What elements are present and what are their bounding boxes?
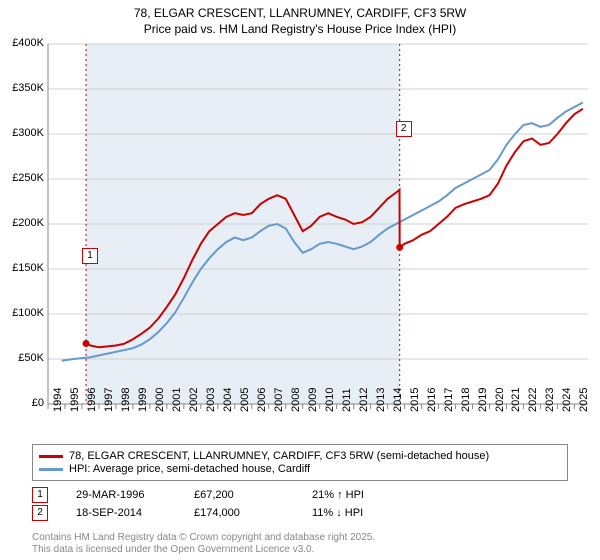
y-axis-label: £200K <box>2 217 44 229</box>
x-axis-label: 2013 <box>375 388 387 412</box>
chart-svg <box>48 44 588 404</box>
x-axis-label: 2003 <box>205 388 217 412</box>
x-axis-label: 2021 <box>510 388 522 412</box>
x-axis-label: 2005 <box>239 388 251 412</box>
x-axis-label: 2020 <box>494 388 506 412</box>
sales-diff: 11% ↓ HPI <box>312 507 402 519</box>
x-axis-label: 2023 <box>544 388 556 412</box>
legend-box: 78, ELGAR CRESCENT, LLANRUMNEY, CARDIFF,… <box>32 444 568 481</box>
legend-label-property: 78, ELGAR CRESCENT, LLANRUMNEY, CARDIFF,… <box>69 450 489 462</box>
chart-marker: 1 <box>82 248 98 264</box>
x-axis-label: 2024 <box>561 388 573 412</box>
sales-date: 29-MAR-1996 <box>76 489 166 501</box>
x-axis-label: 2025 <box>578 388 590 412</box>
sales-date: 18-SEP-2014 <box>76 507 166 519</box>
x-axis-label: 2006 <box>256 388 268 412</box>
x-axis-label: 1996 <box>86 388 98 412</box>
sales-diff: 21% ↑ HPI <box>312 489 402 501</box>
y-axis-label: £300K <box>2 127 44 139</box>
legend: 78, ELGAR CRESCENT, LLANRUMNEY, CARDIFF,… <box>32 444 568 523</box>
x-axis-label: 2018 <box>460 388 472 412</box>
sales-row: 2 18-SEP-2014 £174,000 11% ↓ HPI <box>32 505 568 521</box>
sales-price: £174,000 <box>194 507 284 519</box>
sales-row: 1 29-MAR-1996 £67,200 21% ↑ HPI <box>32 487 568 503</box>
x-axis-label: 2014 <box>392 388 404 412</box>
x-axis-label: 2002 <box>188 388 200 412</box>
footer-line-2: This data is licensed under the Open Gov… <box>32 544 375 556</box>
y-axis-label: £350K <box>2 82 44 94</box>
sales-price: £67,200 <box>194 489 284 501</box>
legend-row-hpi: HPI: Average price, semi-detached house,… <box>39 463 561 475</box>
legend-row-property: 78, ELGAR CRESCENT, LLANRUMNEY, CARDIFF,… <box>39 450 561 462</box>
x-axis-label: 1997 <box>103 388 115 412</box>
chart-area: £0£50K£100K£150K£200K£250K£300K£350K£400… <box>48 44 588 404</box>
sales-marker: 1 <box>32 487 48 503</box>
title-block: 78, ELGAR CRESCENT, LLANRUMNEY, CARDIFF,… <box>0 0 600 37</box>
y-axis-label: £50K <box>2 352 44 364</box>
legend-label-hpi: HPI: Average price, semi-detached house,… <box>69 463 310 475</box>
y-axis-label: £100K <box>2 307 44 319</box>
x-axis-label: 2007 <box>273 388 285 412</box>
x-axis-label: 2016 <box>426 388 438 412</box>
x-axis-label: 2009 <box>307 388 319 412</box>
legend-swatch-hpi <box>39 468 63 471</box>
x-axis-label: 1998 <box>120 388 132 412</box>
x-axis-label: 2015 <box>409 388 421 412</box>
title-line-1: 78, ELGAR CRESCENT, LLANRUMNEY, CARDIFF,… <box>0 6 600 22</box>
x-axis-label: 2017 <box>443 388 455 412</box>
x-axis-label: 1995 <box>69 388 81 412</box>
x-axis-label: 2012 <box>358 388 370 412</box>
y-axis-label: £250K <box>2 172 44 184</box>
sales-marker: 2 <box>32 505 48 521</box>
x-axis-label: 2019 <box>477 388 489 412</box>
x-axis-label: 2004 <box>222 388 234 412</box>
legend-swatch-property <box>39 455 63 458</box>
chart-marker: 2 <box>396 121 412 137</box>
title-line-2: Price paid vs. HM Land Registry's House … <box>0 22 600 38</box>
chart-container: 78, ELGAR CRESCENT, LLANRUMNEY, CARDIFF,… <box>0 0 600 560</box>
x-axis-label: 2008 <box>290 388 302 412</box>
x-axis-label: 2011 <box>341 388 353 412</box>
x-axis-label: 2010 <box>324 388 336 412</box>
sales-table: 1 29-MAR-1996 £67,200 21% ↑ HPI 2 18-SEP-2014… <box>32 487 568 521</box>
x-axis-label: 2001 <box>171 388 183 412</box>
x-axis-label: 2022 <box>527 388 539 412</box>
x-axis-label: 1994 <box>52 388 64 412</box>
y-axis-label: £400K <box>2 37 44 49</box>
y-axis-label: £150K <box>2 262 44 274</box>
footer-line-1: Contains HM Land Registry data © Crown c… <box>32 532 375 544</box>
y-axis-label: £0 <box>2 397 44 409</box>
footer: Contains HM Land Registry data © Crown c… <box>32 532 375 556</box>
x-axis-label: 2000 <box>154 388 166 412</box>
x-axis-label: 1999 <box>137 388 149 412</box>
